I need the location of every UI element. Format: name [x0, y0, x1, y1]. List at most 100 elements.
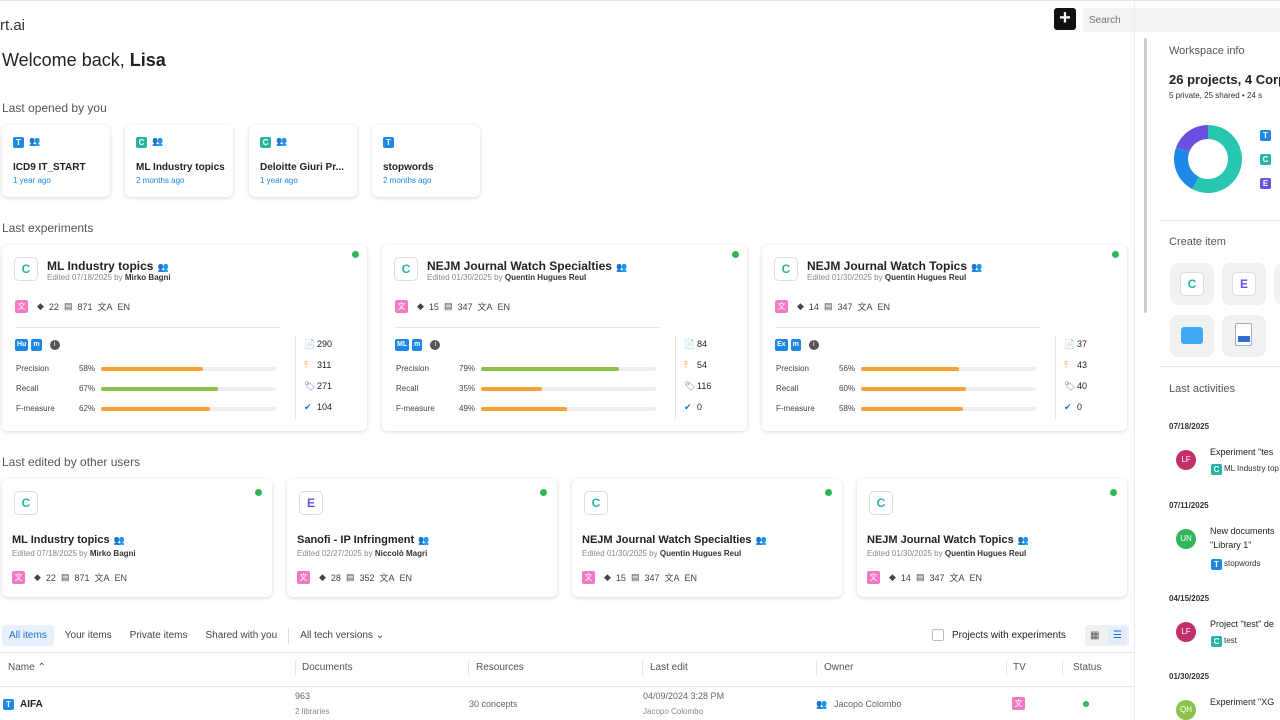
- resources-icon: ◆: [797, 301, 804, 311]
- resources-count: 14: [808, 301, 819, 312]
- project-type-badge: C: [136, 137, 147, 148]
- model-badges: Ex m i: [775, 339, 819, 351]
- language-icon: 文A: [97, 302, 113, 312]
- upload-icon: ⤒: [684, 360, 688, 370]
- recent-project-card[interactable]: C 👥 Deloitte Giuri Pr... 1 year ago: [249, 125, 357, 197]
- shared-people-icon: 👥: [29, 136, 41, 146]
- metric-label: Precision: [16, 364, 49, 373]
- metric-track: [481, 367, 656, 371]
- workspace-summary: 26 projects, 4 Corp: [1169, 72, 1280, 87]
- scrollbar-thumb[interactable]: [1144, 38, 1147, 313]
- create-c-tile[interactable]: C: [1170, 263, 1214, 305]
- info-icon[interactable]: i: [808, 340, 819, 350]
- projects-with-experiments-checkbox[interactable]: [932, 629, 944, 641]
- activity-project-link[interactable]: test: [1224, 636, 1237, 645]
- search-input[interactable]: [1083, 8, 1280, 32]
- activity-project-link[interactable]: stopwords: [1224, 559, 1261, 568]
- info-icon[interactable]: i: [49, 340, 60, 350]
- section-last-opened: Last opened by you: [2, 101, 107, 115]
- metric-fill: [101, 387, 219, 391]
- activity-text[interactable]: Experiment "XG: [1210, 697, 1275, 707]
- sort-up-icon: ⌃: [37, 662, 46, 673]
- tech-version-select[interactable]: All tech versions ⌄: [293, 625, 391, 646]
- table-row[interactable]: T AIFA 963 2 libraries 30 concepts 04/09…: [0, 689, 1135, 720]
- legend-badge-e: E: [1260, 178, 1271, 189]
- activity-project-link[interactable]: ML Industry top: [1224, 464, 1279, 473]
- tab-shared-with-you[interactable]: Shared with you: [205, 630, 278, 641]
- tab-all-items[interactable]: All items: [2, 625, 54, 646]
- recent-project-time: 2 months ago: [136, 176, 185, 185]
- col-documents-header[interactable]: Documents: [302, 662, 353, 673]
- metric-track: [861, 407, 1036, 411]
- status-dot: [255, 489, 262, 496]
- last-activities-title: Last activities: [1169, 383, 1236, 395]
- experiment-card[interactable]: C ML Industry topics 👥 Edited 07/18/2025 by…: [2, 245, 367, 431]
- metric-value: 35%: [459, 384, 476, 393]
- row-name: AIFA: [20, 699, 43, 710]
- metric-value: 60%: [839, 384, 856, 393]
- card-divider: [395, 327, 660, 328]
- experiment-card[interactable]: C NEJM Journal Watch Topics 👥 Edited 01/30/…: [762, 245, 1127, 431]
- grid-view-icon[interactable]: ▦: [1090, 630, 1100, 641]
- experiment-title-row[interactable]: NEJM Journal Watch Topics 👥: [807, 257, 982, 275]
- experiment-type-badge: C: [394, 257, 418, 281]
- create-folder-tile[interactable]: [1170, 315, 1214, 357]
- create-file-tile[interactable]: [1222, 315, 1266, 357]
- language-code: EN: [877, 301, 891, 312]
- create-more-tile[interactable]: [1274, 263, 1280, 305]
- edited-title: NEJM Journal Watch Topics: [867, 534, 1014, 546]
- edited-project-card[interactable]: E Sanofi - IP Infringment 👥 Edited 02/27/20…: [287, 479, 557, 597]
- resources-icon: ◆: [37, 301, 44, 311]
- experiment-meta: 文 ◆ 14 ▤ 347 文A EN: [775, 300, 890, 313]
- col-resources-header[interactable]: Resources: [476, 662, 524, 673]
- list-view-icon[interactable]: ☰: [1108, 627, 1127, 644]
- activity-text[interactable]: New documents: [1210, 526, 1275, 536]
- resources-count: 28: [330, 572, 341, 583]
- file-icon: [1235, 323, 1252, 346]
- edited-title-row[interactable]: NEJM Journal Watch Specialties 👥: [582, 530, 767, 548]
- filter-tabs: All items Your items Private items Share…: [2, 625, 391, 646]
- col-tv-header[interactable]: TV: [1013, 662, 1026, 673]
- metric-value: 56%: [839, 364, 856, 373]
- projects-with-experiments-label: Projects with experiments: [952, 630, 1066, 641]
- translate-icon: 文: [297, 571, 310, 584]
- top-border: [0, 0, 1280, 3]
- edited-project-card[interactable]: C ML Industry topics 👥 Edited 07/18/2025 by…: [2, 479, 272, 597]
- tag-icon: 🏷: [304, 381, 316, 391]
- add-button[interactable]: +: [1054, 8, 1076, 30]
- stat-value: 104: [317, 402, 333, 412]
- edited-title-row[interactable]: ML Industry topics 👥: [12, 530, 125, 548]
- info-icon[interactable]: i: [430, 340, 441, 350]
- col-status-header[interactable]: Status: [1073, 662, 1102, 673]
- activity-text[interactable]: Project "test" de: [1210, 619, 1274, 629]
- language-code: EN: [969, 572, 983, 583]
- create-e-tile[interactable]: E: [1222, 263, 1266, 305]
- card-divider: [1055, 335, 1056, 420]
- col-last-edit-header[interactable]: Last edit: [650, 662, 688, 673]
- tab-private-items[interactable]: Private items: [129, 630, 188, 641]
- col-owner-header[interactable]: Owner: [824, 662, 854, 673]
- edited-title-row[interactable]: Sanofi - IP Infringment 👥: [297, 530, 429, 548]
- experiment-card[interactable]: C NEJM Journal Watch Specialties 👥 Edited 0…: [382, 245, 747, 431]
- metric-value: 58%: [79, 364, 96, 373]
- edited-project-card[interactable]: C NEJM Journal Watch Specialties 👥 Edited 0…: [572, 479, 842, 597]
- project-type-badge: C: [869, 491, 893, 515]
- recent-project-card[interactable]: C 👥 ML Industry topics 2 months ago: [125, 125, 233, 197]
- app-logo[interactable]: rt.ai: [0, 17, 26, 34]
- edited-title-row[interactable]: NEJM Journal Watch Topics 👥: [867, 530, 1029, 548]
- tab-your-items[interactable]: Your items: [64, 630, 112, 641]
- activity-text[interactable]: Experiment "tes: [1210, 447, 1274, 457]
- activity-date: 07/18/2025: [1169, 422, 1210, 431]
- create-item-title: Create item: [1169, 236, 1226, 248]
- edited-meta: 文 ◆ 14 ▤ 347 文A EN: [867, 571, 982, 584]
- stat-value: 37: [1077, 339, 1088, 349]
- experiment-title-row[interactable]: ML Industry topics 👥: [47, 257, 169, 275]
- col-name-header[interactable]: Name ⌃: [8, 662, 46, 673]
- recent-project-card[interactable]: T 👥 ICD9 IT_START 1 year ago: [2, 125, 110, 197]
- edited-project-card[interactable]: C NEJM Journal Watch Topics 👥 Edited 01/30/…: [857, 479, 1127, 597]
- experiment-meta: 文 ◆ 15 ▤ 347 文A EN: [395, 300, 510, 313]
- check-circle-icon: ✔: [684, 402, 692, 412]
- experiment-title-row[interactable]: NEJM Journal Watch Specialties 👥: [427, 257, 627, 275]
- metric-value: 67%: [79, 384, 96, 393]
